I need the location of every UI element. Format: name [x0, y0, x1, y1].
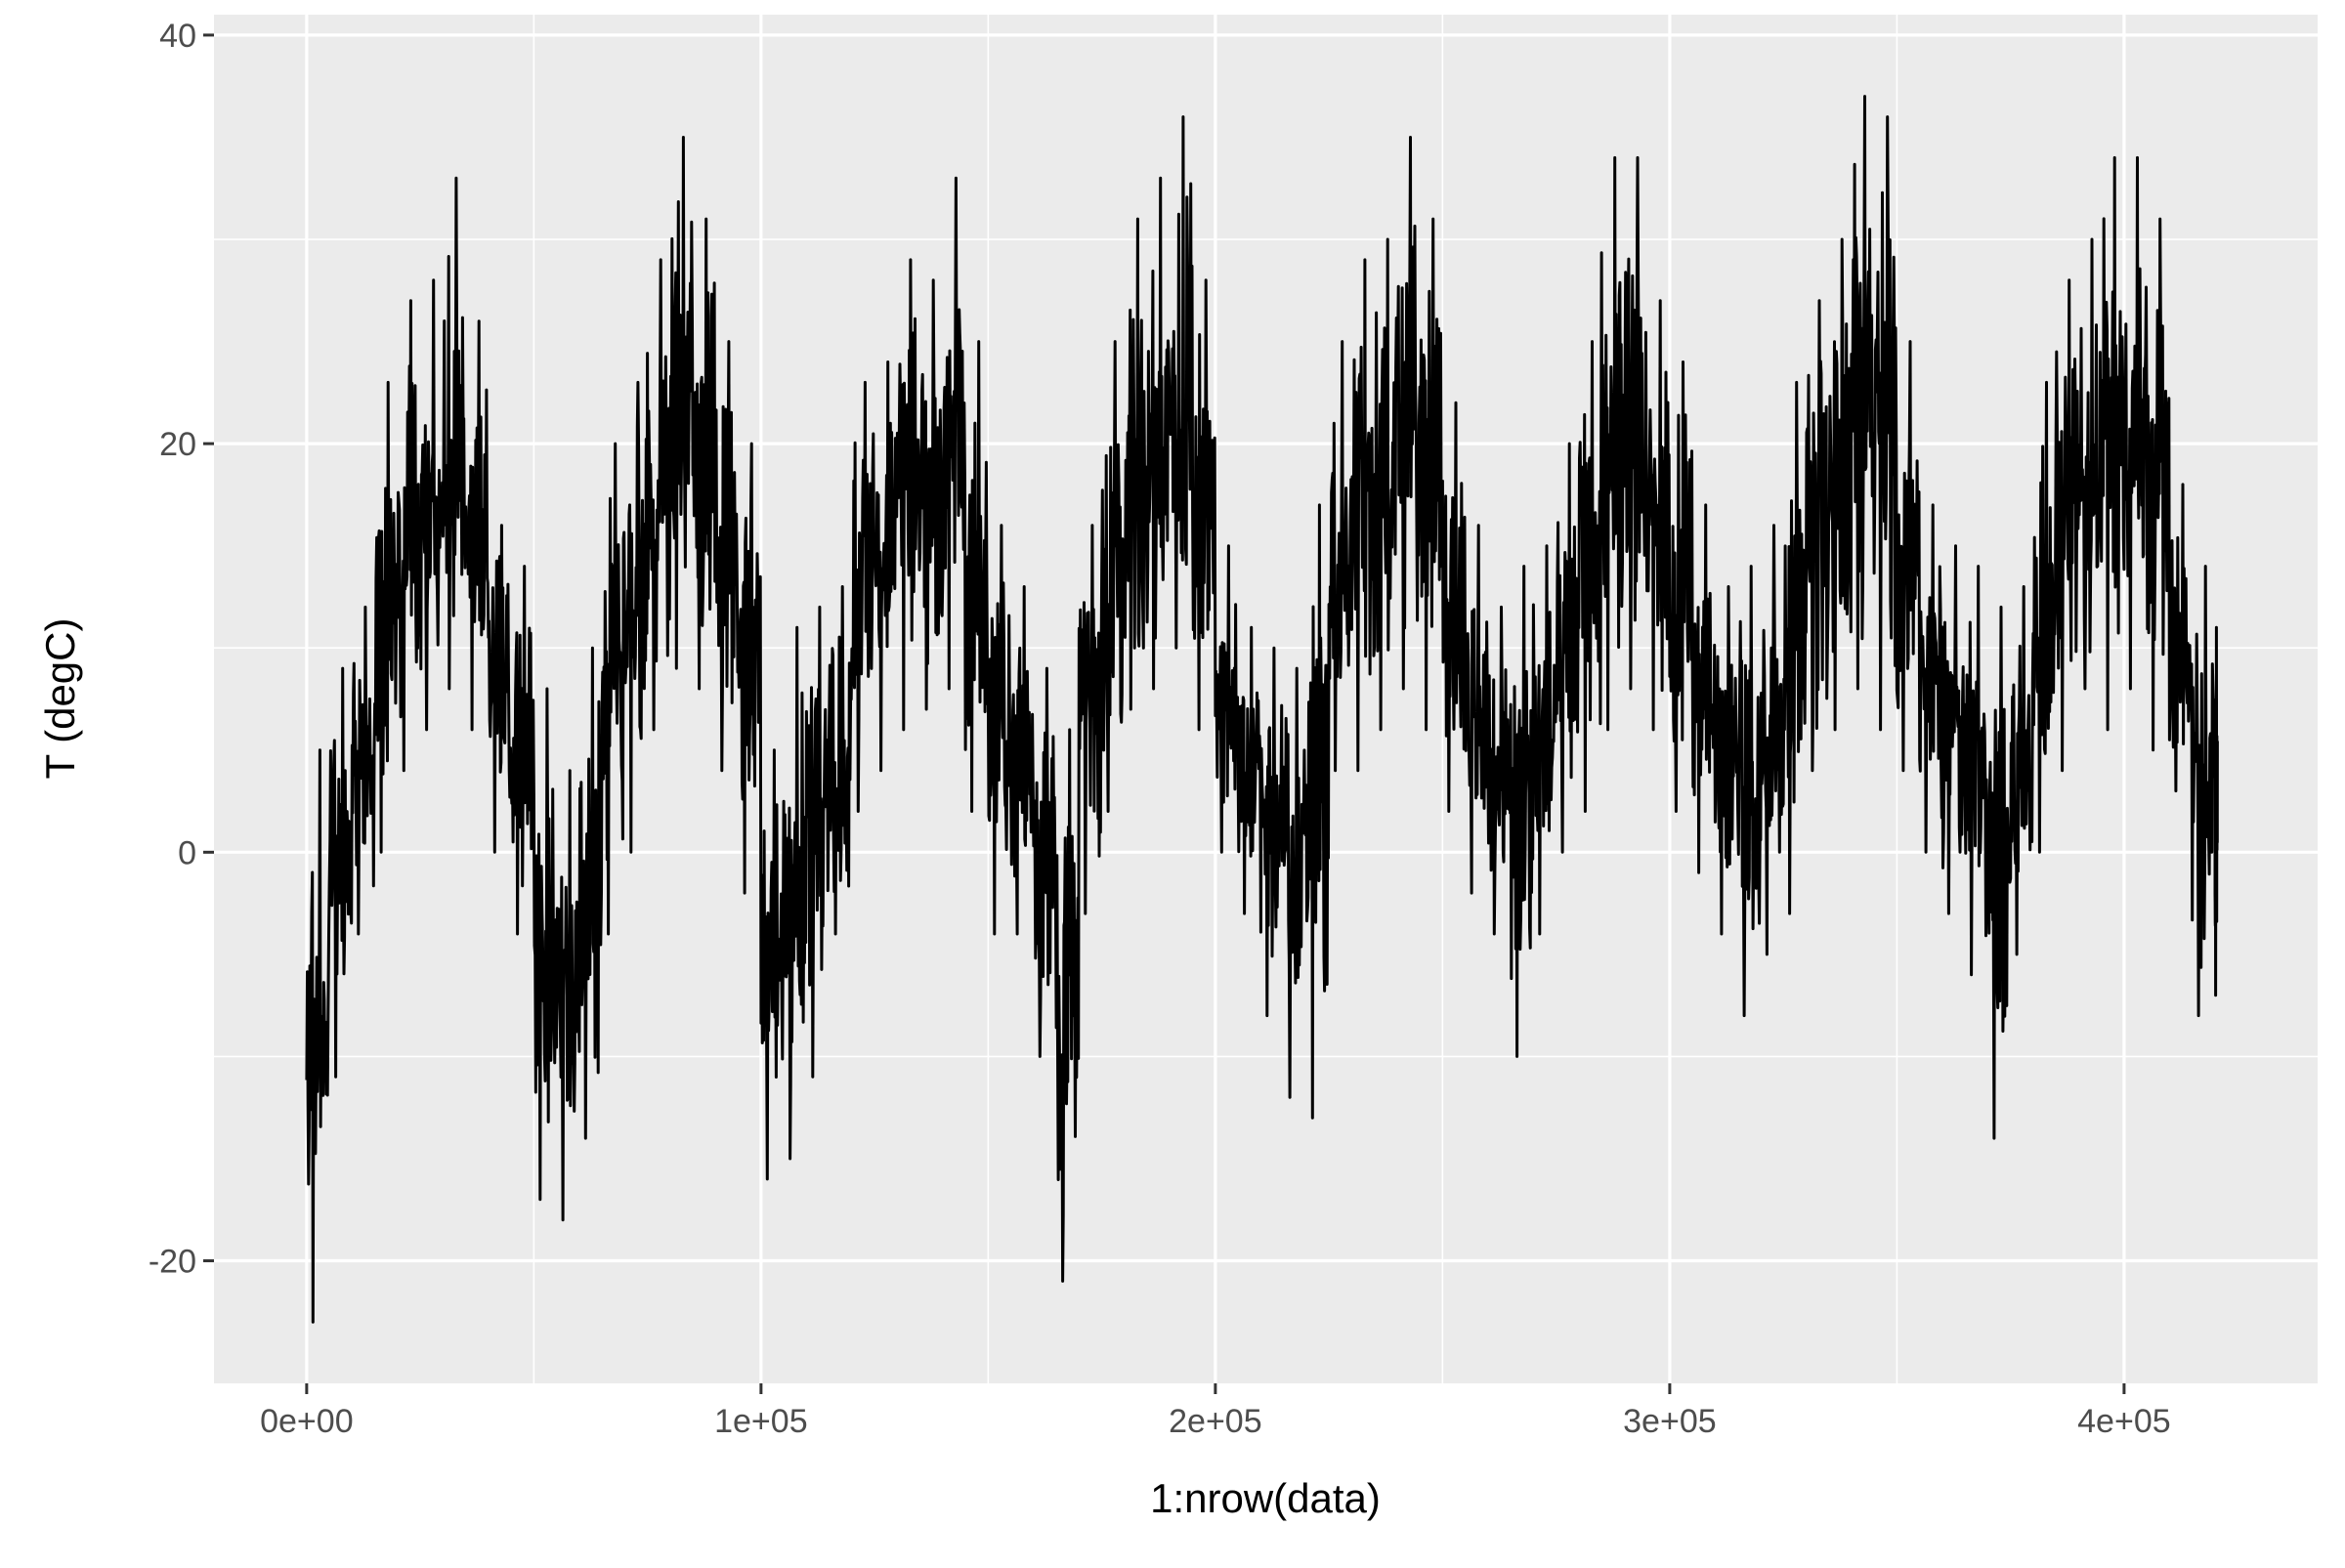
y-tick-label: 20 — [159, 426, 196, 463]
x-tick-label: 4e+05 — [2077, 1403, 2171, 1440]
x-tick-label: 3e+05 — [1623, 1403, 1717, 1440]
y-tick-label: -20 — [149, 1244, 196, 1281]
temperature-line — [305, 95, 2219, 1324]
y-axis-title: T (degC) — [37, 618, 83, 780]
y-tick-label: 0 — [178, 834, 196, 871]
x-axis: 0e+00 1e+05 2e+05 3e+05 4e+05 — [260, 1383, 2171, 1440]
y-axis: -20 0 20 40 — [149, 18, 214, 1281]
x-tick-label: 0e+00 — [260, 1403, 354, 1440]
x-tick-label: 1e+05 — [714, 1403, 808, 1440]
y-tick-label: 40 — [159, 18, 196, 55]
x-axis-title: 1:nrow(data) — [1150, 1475, 1381, 1521]
x-tick-label: 2e+05 — [1169, 1403, 1262, 1440]
